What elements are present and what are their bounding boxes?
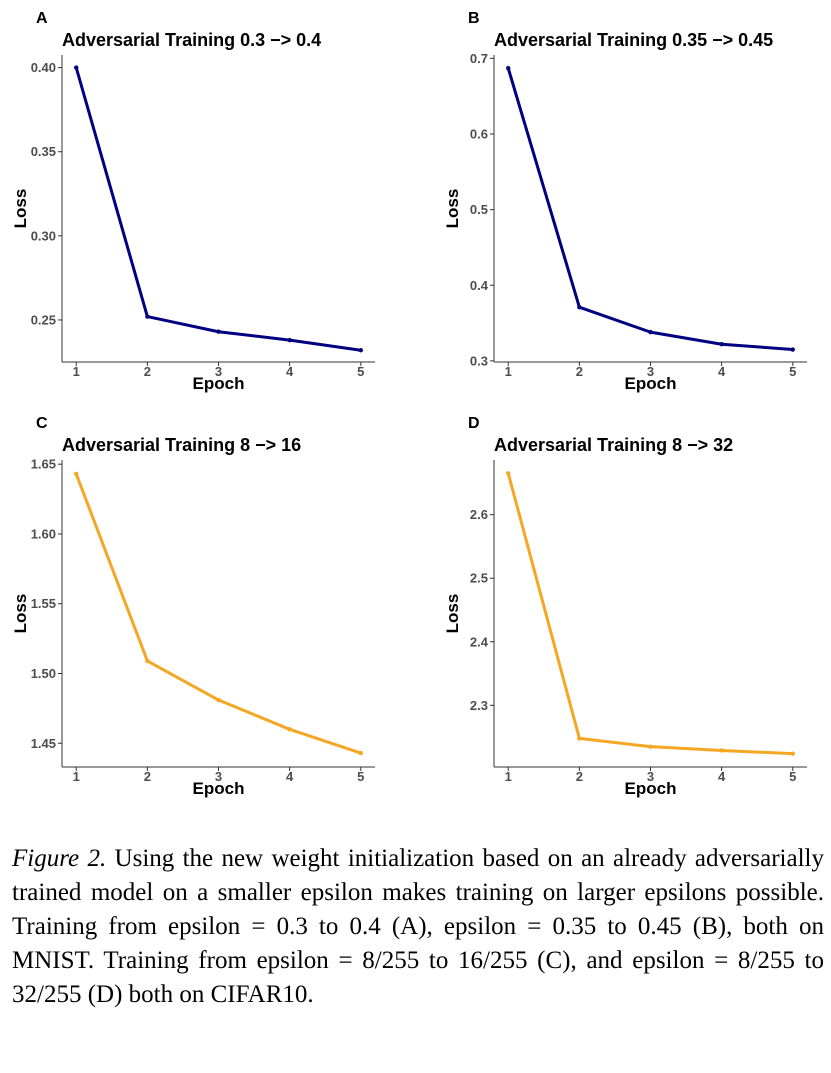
- panel-letter: D: [468, 415, 480, 432]
- panel-letter: C: [36, 415, 48, 432]
- y-tick-label: 0.40: [31, 60, 56, 75]
- data-point: [216, 329, 221, 334]
- data-point: [74, 65, 79, 70]
- data-point: [506, 66, 511, 71]
- chart-svg: C Adversarial Training 8 −> 16 1.45 1.50 1.5…: [11, 415, 375, 798]
- data-point: [145, 314, 150, 319]
- x-tick-label: 2: [144, 364, 151, 379]
- x-tick-label: 5: [789, 364, 796, 379]
- chart-panel-b: B Adversarial Training 0.35 −> 0.45 0.3 0.4…: [432, 0, 831, 415]
- x-tick-label: 2: [576, 364, 583, 379]
- y-tick-label: 2.6: [470, 507, 488, 522]
- chart-title: Adversarial Training 0.35 −> 0.45: [494, 30, 773, 50]
- y-tick-label: 0.3: [470, 353, 488, 368]
- panel-letter: A: [36, 10, 48, 27]
- y-tick-label: 1.50: [31, 666, 56, 681]
- series-line: [74, 66, 363, 352]
- y-axis-label: Loss: [11, 594, 30, 634]
- data-point: [790, 347, 795, 352]
- y-tick-label: 0.25: [31, 312, 56, 327]
- panel-letter: B: [468, 10, 480, 27]
- series-line: [506, 471, 795, 756]
- caption-text: Using the new weight initialization base…: [12, 845, 824, 1008]
- y-tick-label: 1.60: [31, 526, 56, 541]
- x-tick-label: 1: [73, 769, 80, 784]
- x-tick-label: 4: [718, 769, 726, 784]
- x-tick-label: 5: [357, 769, 364, 784]
- data-point: [358, 348, 363, 353]
- x-tick-label: 3: [647, 364, 654, 379]
- x-axis-label: Epoch: [193, 779, 245, 798]
- x-tick-label: 1: [505, 364, 512, 379]
- x-tick-label: 4: [286, 364, 294, 379]
- data-point: [287, 727, 292, 732]
- y-tick-label: 2.5: [470, 571, 488, 586]
- x-tick-label: 5: [789, 769, 796, 784]
- x-tick-label: 3: [215, 769, 222, 784]
- y-tick-label: 1.45: [31, 736, 56, 751]
- data-point: [506, 471, 511, 476]
- series-line: [74, 472, 363, 755]
- x-axis-label: Epoch: [193, 374, 245, 393]
- x-tick-label: 4: [286, 769, 294, 784]
- x-tick-label: 4: [718, 364, 726, 379]
- x-tick-label: 5: [357, 364, 364, 379]
- y-tick-label: 0.4: [470, 278, 489, 293]
- y-tick-label: 0.35: [31, 144, 56, 159]
- chart-svg: B Adversarial Training 0.35 −> 0.45 0.3 0.4…: [443, 10, 807, 393]
- data-point: [719, 748, 724, 753]
- y-tick-label: 2.4: [470, 634, 489, 649]
- data-point: [74, 471, 79, 477]
- data-point: [287, 337, 292, 343]
- x-tick-label: 1: [73, 364, 80, 379]
- x-axis-label: Epoch: [625, 779, 677, 798]
- y-axis-label: Loss: [443, 594, 462, 634]
- chart-title: Adversarial Training 8 −> 32: [494, 435, 733, 455]
- data-point: [358, 750, 363, 756]
- x-axis-label: Epoch: [625, 374, 677, 393]
- chart-panel-a: A Adversarial Training 0.3 −> 0.4 0.25 0.30…: [0, 0, 415, 415]
- chart-svg: D Adversarial Training 8 −> 32 2.3 2.4 2.5 2.…: [443, 415, 807, 798]
- y-tick-label: 1.65: [31, 457, 56, 472]
- x-tick-label: 2: [576, 769, 583, 784]
- y-axis-label: Loss: [11, 189, 30, 229]
- x-tick-label: 3: [647, 769, 654, 784]
- data-point: [648, 744, 653, 749]
- y-tick-label: 0.6: [470, 127, 488, 142]
- y-axis-label: Loss: [443, 189, 462, 229]
- data-point: [648, 329, 653, 335]
- data-point: [790, 751, 795, 756]
- y-tick-label: 0.30: [31, 228, 56, 243]
- data-point: [145, 658, 150, 664]
- series-line: [506, 66, 795, 352]
- chart-panel-d: D Adversarial Training 8 −> 32 2.3 2.4 2.5 2.…: [432, 405, 831, 820]
- caption-label: Figure 2.: [12, 845, 107, 872]
- chart-svg: A Adversarial Training 0.3 −> 0.4 0.25 0.30…: [11, 10, 375, 393]
- figure-caption: Figure 2. Using the new weight initializ…: [12, 842, 824, 1012]
- y-tick-label: 2.3: [470, 698, 488, 713]
- data-point: [216, 697, 221, 703]
- y-tick-label: 0.7: [470, 51, 488, 66]
- chart-panel-c: C Adversarial Training 8 −> 16 1.45 1.50 1.5…: [0, 405, 415, 820]
- y-tick-label: 0.5: [470, 202, 488, 217]
- chart-title: Adversarial Training 0.3 −> 0.4: [62, 30, 321, 50]
- chart-title: Adversarial Training 8 −> 16: [62, 435, 301, 455]
- x-tick-label: 3: [215, 364, 222, 379]
- x-tick-label: 2: [144, 769, 151, 784]
- y-tick-label: 1.55: [31, 596, 56, 611]
- data-point: [577, 736, 582, 741]
- x-tick-label: 1: [505, 769, 512, 784]
- data-point: [577, 304, 582, 310]
- data-point: [719, 342, 724, 347]
